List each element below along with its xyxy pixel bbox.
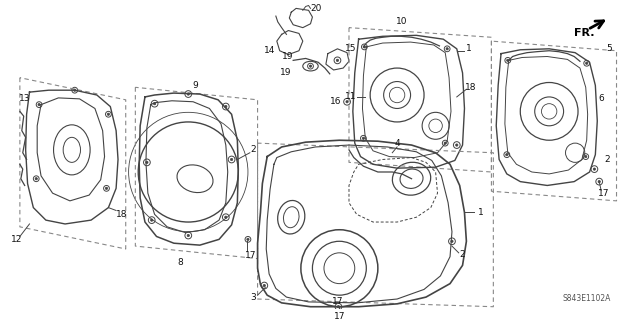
Text: 6: 6 — [598, 94, 604, 103]
Circle shape — [346, 100, 348, 103]
Circle shape — [38, 103, 40, 106]
Text: 3: 3 — [250, 292, 255, 301]
Text: 1: 1 — [467, 44, 472, 53]
Text: 4: 4 — [394, 139, 400, 148]
Circle shape — [451, 240, 453, 243]
Circle shape — [225, 216, 227, 218]
Circle shape — [362, 137, 365, 140]
Circle shape — [106, 187, 108, 189]
Circle shape — [187, 93, 189, 95]
Circle shape — [309, 65, 312, 67]
Text: 17: 17 — [598, 189, 610, 198]
Text: 9: 9 — [192, 81, 198, 90]
Circle shape — [586, 62, 588, 64]
Circle shape — [146, 161, 148, 164]
Text: 14: 14 — [264, 46, 276, 55]
Circle shape — [225, 105, 227, 108]
Text: 18: 18 — [116, 210, 127, 219]
Circle shape — [230, 158, 233, 161]
Text: 5: 5 — [606, 44, 612, 53]
Circle shape — [506, 154, 508, 156]
Text: S843E1102A: S843E1102A — [563, 294, 611, 303]
Text: FR.: FR. — [574, 28, 595, 38]
Text: 20: 20 — [310, 4, 322, 13]
Circle shape — [263, 284, 266, 287]
Circle shape — [507, 59, 509, 61]
Circle shape — [35, 178, 37, 180]
Text: 2: 2 — [604, 155, 610, 164]
Circle shape — [456, 144, 458, 146]
Text: 10: 10 — [396, 17, 408, 26]
Circle shape — [108, 113, 109, 116]
Circle shape — [154, 102, 156, 105]
Circle shape — [74, 89, 76, 91]
Text: 15: 15 — [345, 44, 356, 53]
Circle shape — [364, 46, 365, 48]
Circle shape — [584, 156, 587, 158]
Circle shape — [598, 180, 600, 183]
Text: 19: 19 — [282, 52, 293, 61]
Circle shape — [446, 48, 448, 50]
Circle shape — [247, 238, 249, 241]
Text: 17: 17 — [332, 297, 343, 307]
Text: 8: 8 — [178, 258, 184, 267]
Text: 12: 12 — [12, 235, 22, 244]
Text: 19: 19 — [280, 68, 291, 77]
Text: 17: 17 — [333, 312, 345, 320]
Circle shape — [593, 168, 596, 170]
Text: 17: 17 — [245, 251, 257, 260]
Text: 2: 2 — [460, 250, 465, 259]
Circle shape — [150, 219, 153, 221]
Text: 2: 2 — [250, 145, 255, 154]
Text: 16: 16 — [330, 97, 341, 106]
Text: 1: 1 — [478, 208, 484, 217]
Text: 11: 11 — [345, 92, 356, 101]
Circle shape — [337, 306, 340, 308]
Circle shape — [444, 142, 446, 144]
Circle shape — [187, 234, 189, 237]
Circle shape — [336, 59, 339, 61]
Text: 18: 18 — [465, 83, 476, 92]
Text: 13: 13 — [19, 94, 31, 103]
